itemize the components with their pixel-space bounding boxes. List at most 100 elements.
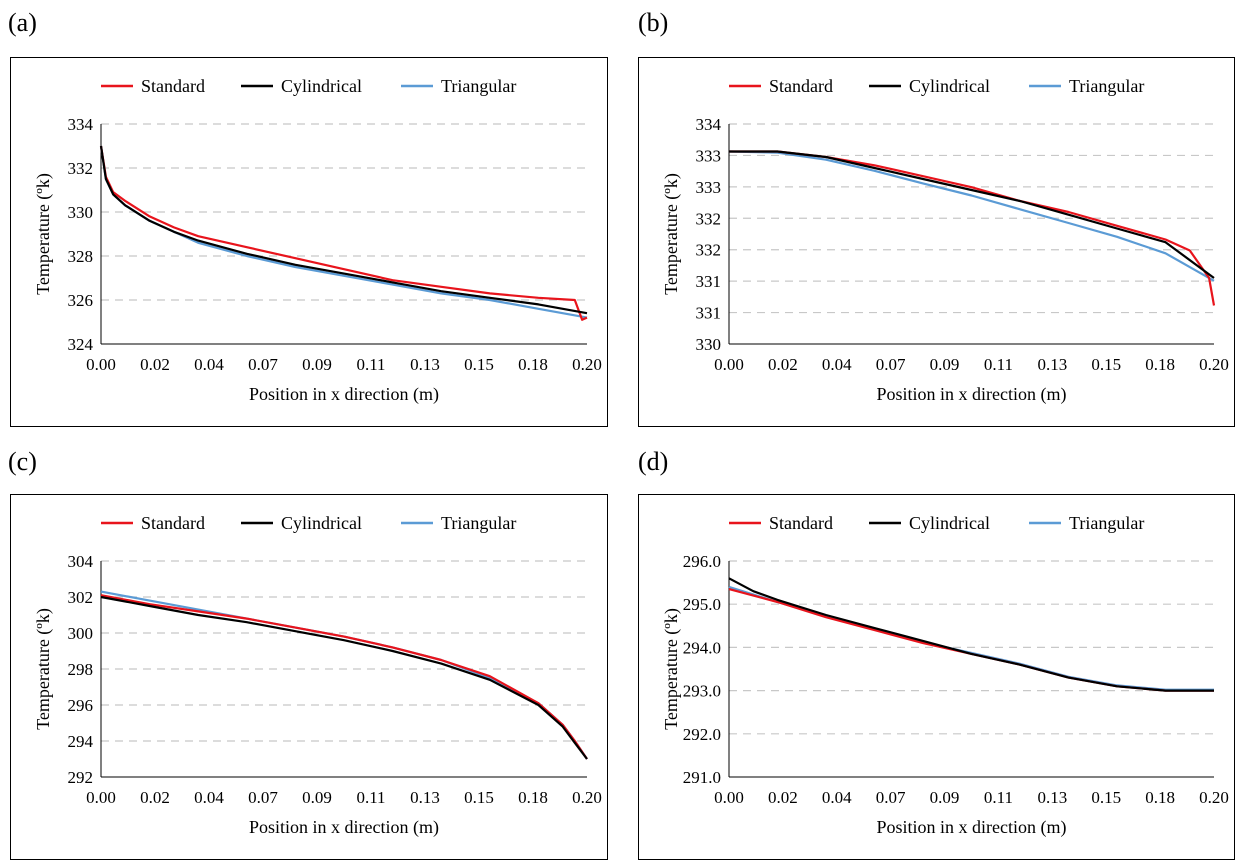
series-line-cylindrical	[729, 150, 1215, 279]
x-tick-label: 0.07	[876, 355, 906, 374]
chart-d-frame: Standard Cylindrical Triangular 291.0 292.0 2…	[638, 494, 1235, 860]
y-tick-label: 302	[68, 588, 94, 607]
x-tick-label: 0.11	[984, 355, 1013, 374]
x-tick-label: 0.13	[1037, 355, 1067, 374]
series-line-triangular	[728, 150, 1215, 282]
chart-a-frame: Standard Cylindrical Triangular 324 326 328 33…	[10, 57, 608, 427]
x-tick-label: 0.20	[1199, 788, 1229, 807]
y-tick-label: 300	[68, 624, 94, 643]
y-axis-title: Temperature (ºk)	[33, 608, 54, 730]
y-tick-label: 298	[68, 660, 94, 679]
y-tick-label: 332	[696, 209, 722, 228]
x-tick-label: 0.11	[356, 355, 385, 374]
y-tick-label: 296	[68, 696, 94, 715]
x-tick-label: 0.13	[1037, 788, 1067, 807]
panel-d-letter: (d)	[638, 447, 669, 476]
x-tick-label: 0.11	[984, 788, 1013, 807]
x-tick-label: 0.13	[410, 788, 440, 807]
y-tick-label: 330	[68, 203, 94, 222]
y-tick-label: 333	[696, 178, 722, 197]
x-tick-label: 0.15	[464, 788, 494, 807]
x-tick-label: 0.18	[1145, 355, 1175, 374]
x-tick-label: 0.15	[1091, 355, 1121, 374]
y-tick-label: 334	[68, 115, 94, 134]
x-tick-label: 0.02	[140, 788, 170, 807]
x-tick-label: 0.20	[572, 355, 602, 374]
x-tick-label: 0.09	[302, 788, 332, 807]
y-tick-label: 294	[68, 732, 94, 751]
panel-b-letter: (b)	[638, 8, 669, 37]
x-tick-label: 0.09	[930, 788, 960, 807]
y-tick-label: 328	[68, 247, 94, 266]
legend-label-standard: Standard	[769, 513, 833, 533]
y-axis-title: Temperature (ºk)	[661, 173, 682, 295]
panel-a-letter: (a)	[8, 8, 37, 37]
x-tick-label: 0.18	[518, 355, 548, 374]
x-tick-label: 0.15	[1091, 788, 1121, 807]
x-tick-label: 0.02	[768, 788, 798, 807]
x-tick-label: 0.07	[248, 788, 278, 807]
y-tick-label: 330	[696, 335, 722, 354]
chart-b: Standard Cylindrical Triangular 330 331 331 33…	[661, 76, 1229, 405]
chart-c: Standard Cylindrical Triangular 292 294 296 29…	[33, 513, 602, 838]
x-tick-label: 0.07	[248, 355, 278, 374]
chart-a: Standard Cylindrical Triangular 324 326 328 33…	[33, 76, 602, 405]
y-tick-label: 326	[68, 291, 94, 310]
legend-label-standard: Standard	[141, 513, 205, 533]
x-tick-label: 0.15	[464, 355, 494, 374]
legend-label-cylindrical: Cylindrical	[281, 513, 362, 533]
y-tick-label: 332	[696, 241, 722, 260]
x-tick-label: 0.04	[194, 355, 224, 374]
x-tick-label: 0.00	[714, 788, 744, 807]
x-tick-label: 0.09	[930, 355, 960, 374]
x-axis-title: Position in x direction (m)	[249, 384, 439, 405]
y-tick-label: 331	[696, 272, 722, 291]
series-line-standard	[99, 145, 588, 321]
x-axis-title: Position in x direction (m)	[249, 817, 439, 838]
y-tick-label: 333	[696, 146, 722, 165]
series-line-triangular	[728, 585, 1214, 691]
x-tick-label: 0.00	[86, 355, 116, 374]
y-tick-label: 334	[696, 115, 722, 134]
legend-label-cylindrical: Cylindrical	[281, 76, 362, 96]
legend-label-triangular: Triangular	[1069, 76, 1144, 96]
legend-label-standard: Standard	[769, 76, 833, 96]
series-line-standard	[100, 594, 588, 760]
series-line-standard	[729, 150, 1216, 306]
y-tick-label: 294.0	[683, 638, 721, 657]
y-tick-label: 295.0	[683, 595, 721, 614]
legend-label-triangular: Triangular	[441, 76, 516, 96]
x-tick-label: 0.02	[768, 355, 798, 374]
legend-label-triangular: Triangular	[1069, 513, 1144, 533]
x-tick-label: 0.11	[356, 788, 385, 807]
chart-c-frame: Standard Cylindrical Triangular 292 294 296 29…	[10, 494, 608, 860]
series-line-cylindrical	[728, 577, 1214, 692]
legend-label-cylindrical: Cylindrical	[909, 76, 990, 96]
x-tick-label: 0.04	[822, 355, 852, 374]
y-tick-label: 324	[68, 335, 94, 354]
x-tick-label: 0.20	[1199, 355, 1229, 374]
x-tick-label: 0.04	[194, 788, 224, 807]
x-tick-label: 0.18	[1145, 788, 1175, 807]
y-tick-label: 292	[68, 768, 94, 787]
x-tick-label: 0.13	[410, 355, 440, 374]
y-tick-label: 293.0	[683, 682, 721, 701]
x-tick-label: 0.02	[140, 355, 170, 374]
x-axis-title: Position in x direction (m)	[877, 384, 1067, 405]
y-tick-label: 332	[68, 159, 94, 178]
legend-label-triangular: Triangular	[441, 513, 516, 533]
x-tick-label: 0.04	[822, 788, 852, 807]
series-line-cylindrical	[99, 145, 588, 315]
series-line-triangular	[100, 590, 588, 760]
y-axis-title: Temperature (ºk)	[33, 173, 54, 295]
x-tick-label: 0.00	[714, 355, 744, 374]
x-axis-title: Position in x direction (m)	[877, 817, 1067, 838]
y-tick-label: 292.0	[683, 725, 721, 744]
y-tick-label: 296.0	[683, 552, 721, 571]
x-tick-label: 0.07	[876, 788, 906, 807]
y-tick-label: 291.0	[683, 768, 721, 787]
x-tick-label: 0.18	[518, 788, 548, 807]
y-tick-label: 331	[696, 304, 722, 323]
x-tick-label: 0.09	[302, 355, 332, 374]
chart-b-frame: Standard Cylindrical Triangular 330 331 331 33…	[638, 57, 1235, 427]
